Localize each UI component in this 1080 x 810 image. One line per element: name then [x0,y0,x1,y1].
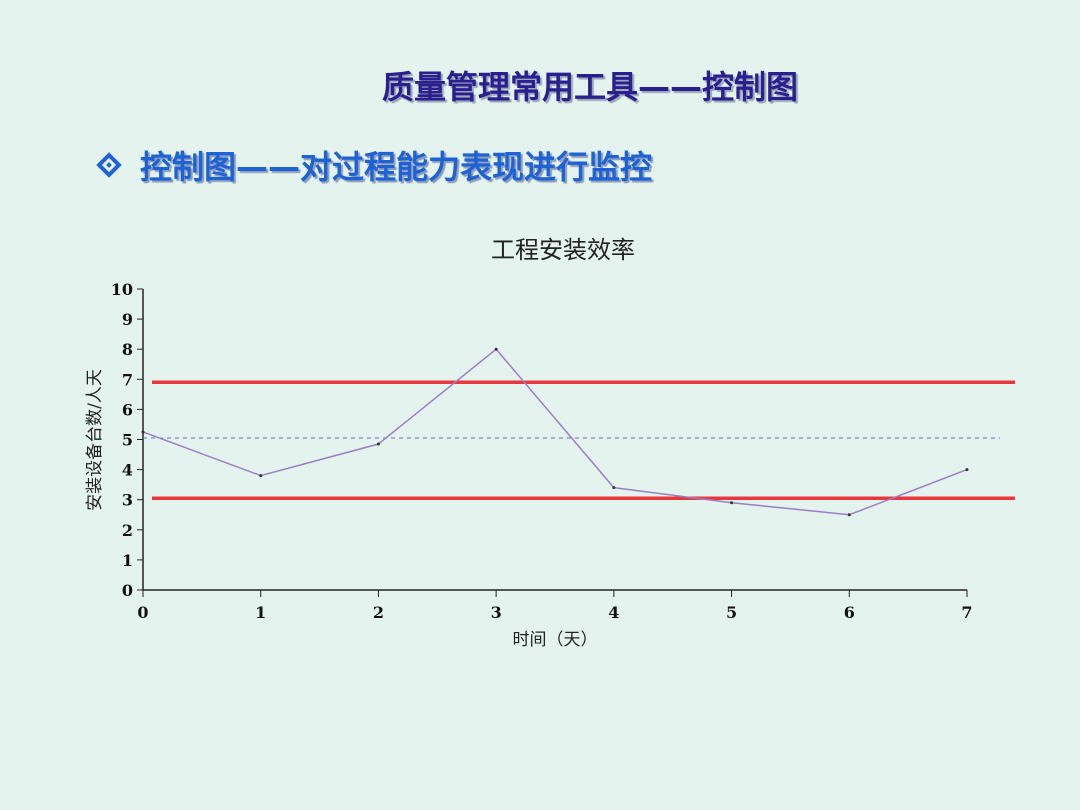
subtitle-text: 控制图——对过程能力表现进行监控 [140,148,653,186]
data-point [376,442,380,446]
y-tick-label: 1 [122,551,133,570]
slide-subtitle: 控制图——对过程能力表现进行监控 [96,142,653,188]
data-point [494,347,498,351]
x-tick-label: 3 [491,603,502,622]
y-tick-label: 3 [122,491,133,510]
x-tick-label: 4 [608,603,619,622]
data-point [965,468,969,472]
x-tick-label: 5 [726,603,737,622]
y-axis-label: 安装设备台数/人天 [85,369,105,511]
data-point [730,501,734,505]
data-point [612,486,616,490]
x-tick-label: 7 [961,603,972,622]
y-tick-label: 9 [122,310,133,329]
y-tick-label: 6 [122,400,133,419]
data-point [141,430,145,434]
slide-title: 质量管理常用工具——控制图 [381,68,798,106]
data-point [847,513,851,517]
x-tick-label: 1 [255,603,266,622]
x-axis-label: 时间（天） [513,630,598,650]
x-tick-label: 6 [844,603,855,622]
y-tick-label: 4 [122,461,133,480]
x-tick-label: 2 [373,603,384,622]
y-tick-label: 7 [122,370,133,389]
data-point [259,474,263,478]
y-tick-label: 2 [122,521,133,540]
x-tick-label: 0 [137,603,148,622]
chart-title: 工程安装效率 [491,236,635,264]
data-series-line [142,348,968,516]
y-tick-label: 10 [111,280,133,299]
y-tick-label: 5 [122,431,133,450]
y-tick-label: 0 [122,581,133,600]
y-tick-label: 8 [122,340,133,359]
